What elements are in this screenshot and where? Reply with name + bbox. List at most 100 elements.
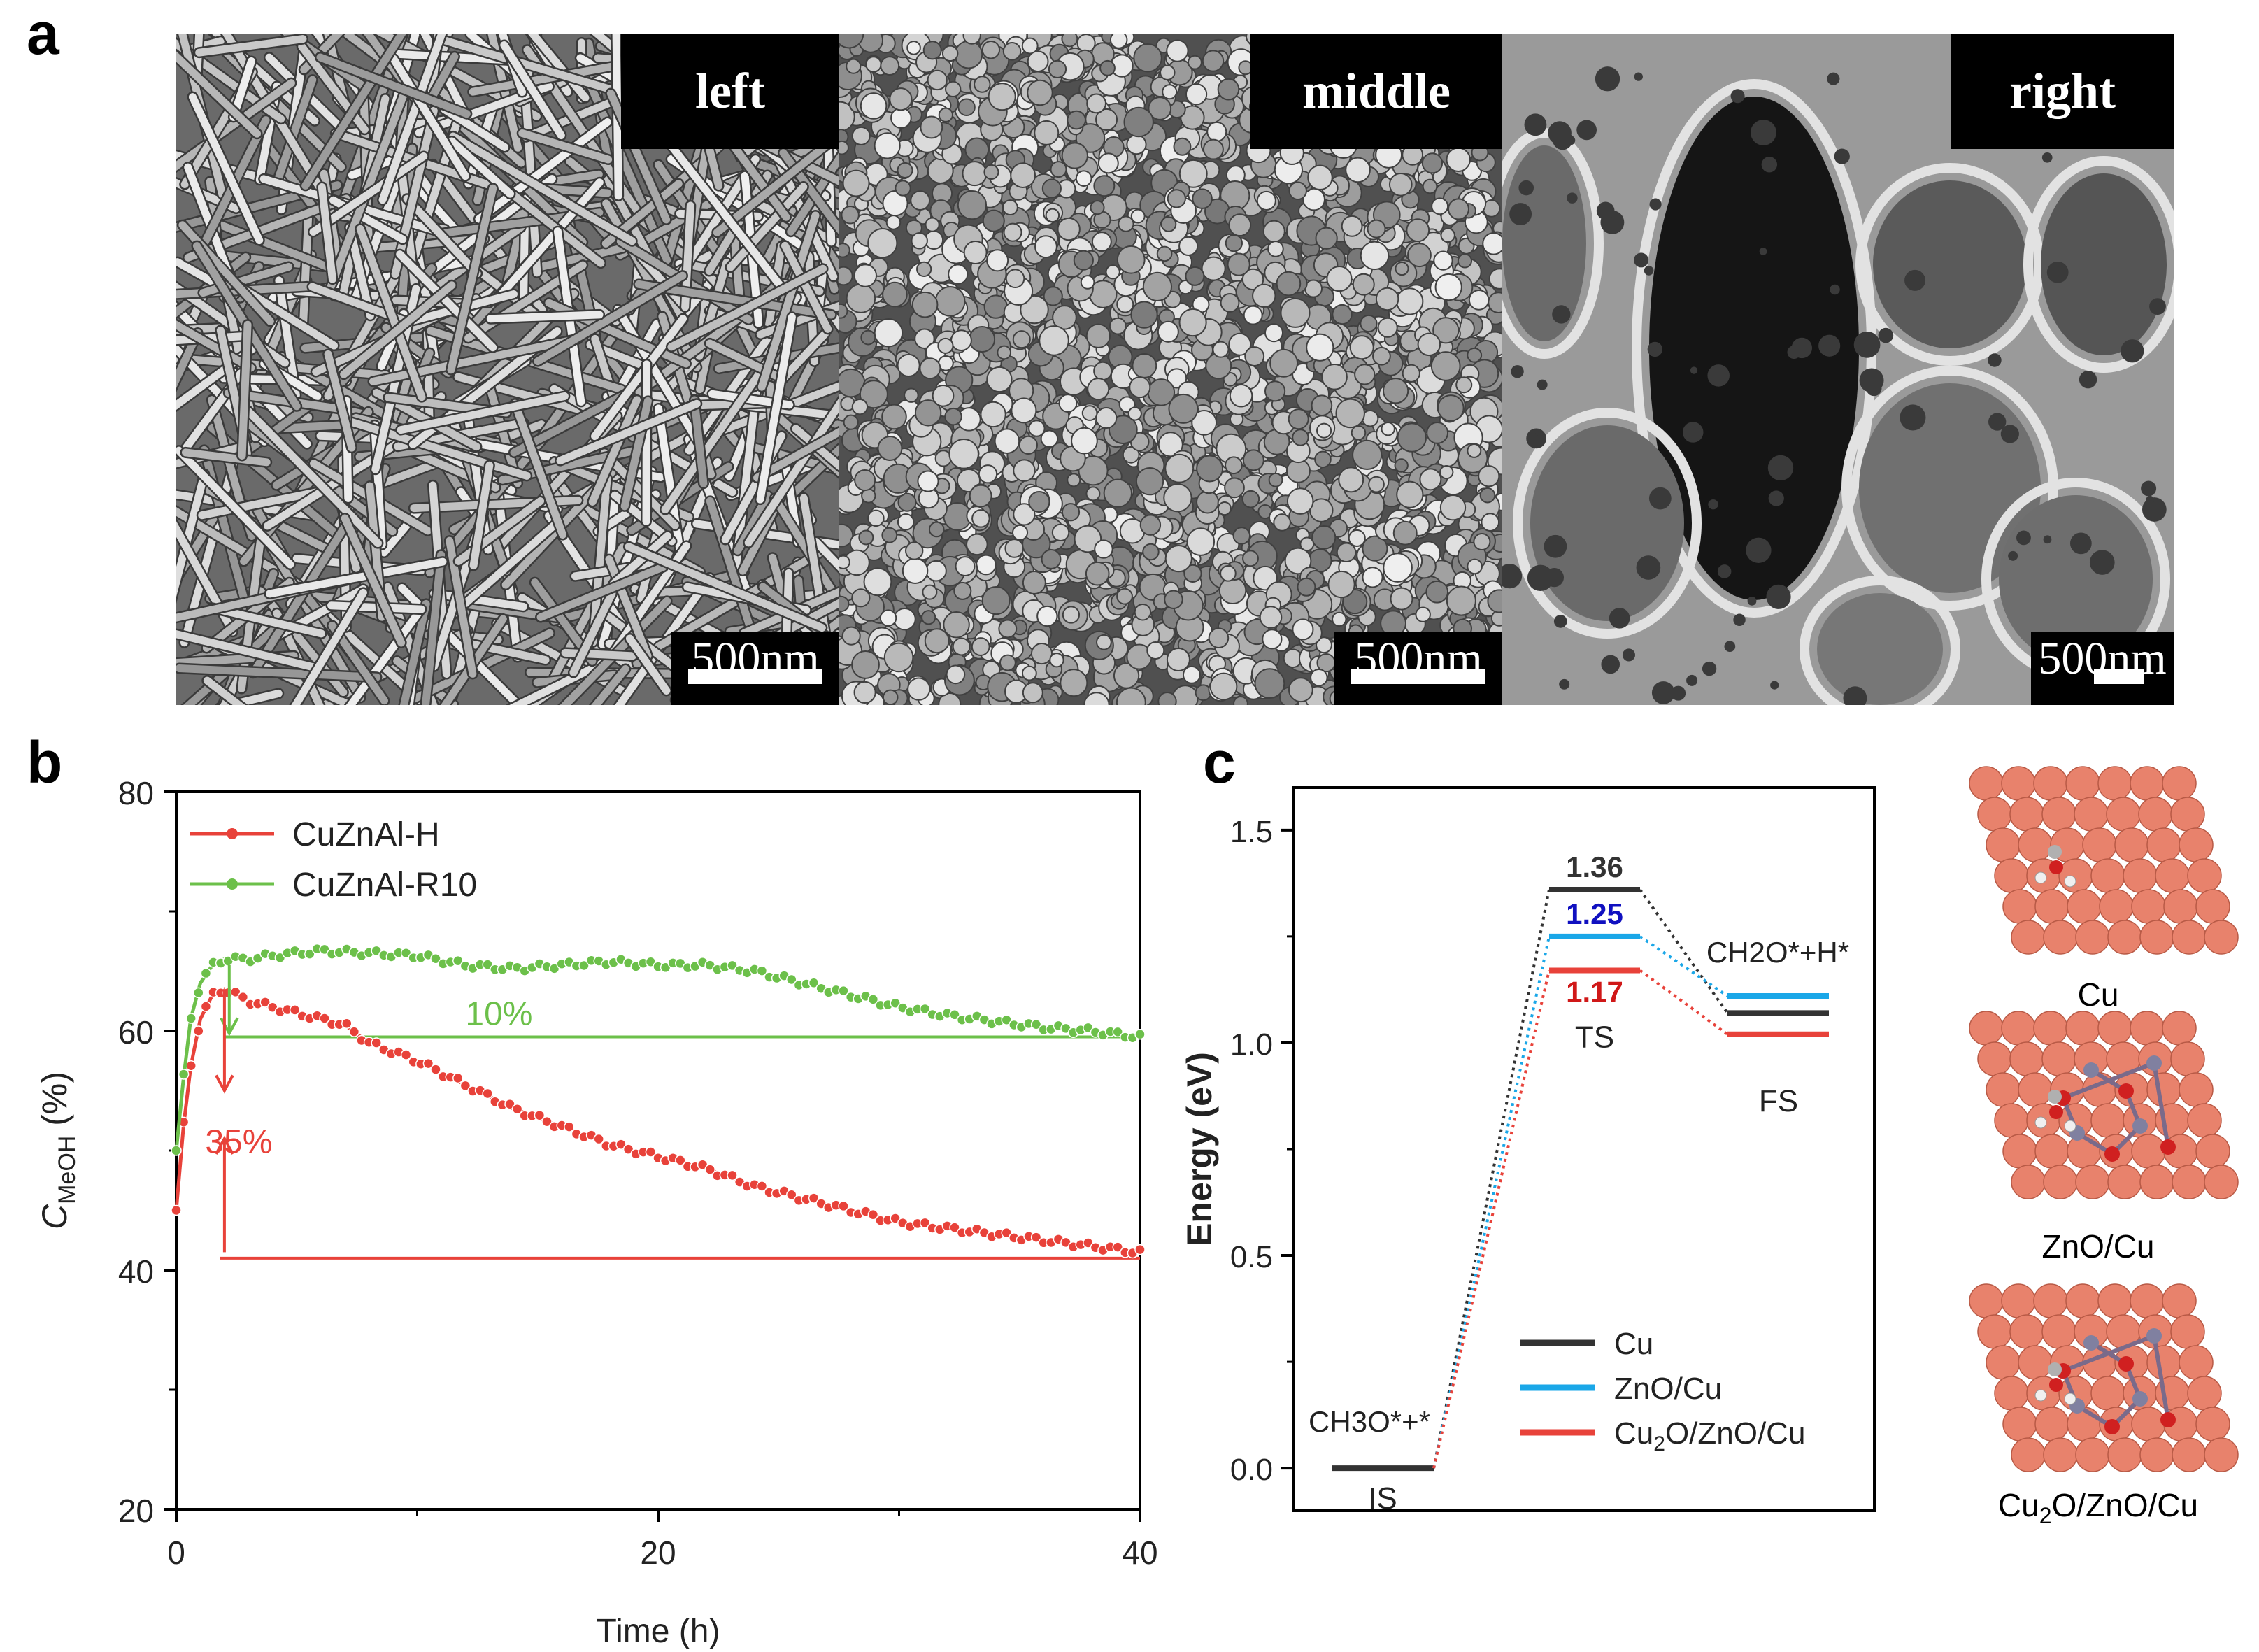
- series-point: [1134, 1244, 1146, 1255]
- nanorod: [637, 253, 687, 309]
- nanorod: [203, 676, 245, 705]
- nanoparticle: [904, 387, 919, 403]
- nanoparticle: [895, 180, 911, 197]
- small-pore: [1634, 72, 1643, 81]
- sem-label-right: right: [1951, 34, 2174, 149]
- nanoparticle: [1256, 190, 1276, 211]
- cu-atom: [2002, 1134, 2037, 1169]
- cu-atom: [2187, 858, 2222, 893]
- nanorod: [667, 264, 827, 351]
- nanorod: [534, 271, 687, 366]
- series-point: [786, 1189, 797, 1201]
- nanoparticle: [1129, 376, 1151, 399]
- nanoparticle: [962, 34, 981, 45]
- nanoparticle: [1315, 227, 1338, 250]
- nanoparticle: [1288, 677, 1313, 703]
- nanoparticle: [1173, 137, 1192, 156]
- nanoparticle: [963, 241, 988, 264]
- cu-atom: [2162, 1011, 2197, 1046]
- nanoparticle: [851, 588, 871, 608]
- nanoparticle: [910, 190, 931, 211]
- small-pore: [1690, 366, 1698, 374]
- hydrogen-atom: [2064, 1120, 2076, 1132]
- pore: [1817, 593, 1943, 705]
- nanoparticle: [846, 58, 862, 74]
- small-pore: [1651, 681, 1675, 704]
- y-axis-label: CMeOH (%): [35, 1071, 80, 1230]
- nanoparticle: [1375, 287, 1399, 311]
- nanoparticle: [1040, 429, 1059, 448]
- nanoparticle: [1002, 199, 1018, 215]
- nanoparticle: [1354, 364, 1376, 385]
- cu-atom: [1994, 858, 2029, 893]
- series-point: [400, 947, 412, 959]
- nanorod: [655, 404, 685, 560]
- nanoparticle: [1220, 565, 1237, 582]
- nanoparticle: [1188, 55, 1202, 70]
- nanorod: [492, 178, 604, 304]
- nanoparticle: [1446, 147, 1471, 172]
- cu-atom: [2155, 858, 2190, 893]
- pore-rim: [1855, 163, 2044, 366]
- connector-is-ts: [1432, 970, 1551, 1469]
- nanoparticle: [1440, 227, 1455, 243]
- small-pore: [1601, 655, 1620, 674]
- cu-atom: [2090, 1376, 2125, 1411]
- small-pore: [1904, 269, 1926, 291]
- annotation-35-percent: 35%: [205, 1123, 272, 1160]
- cu-atom: [2065, 766, 2100, 801]
- nanorod: [340, 281, 456, 378]
- cu-atom: [2033, 766, 2068, 801]
- nanorod: [625, 634, 671, 695]
- nanoparticle: [1018, 435, 1038, 455]
- series-point: [808, 1192, 820, 1204]
- nanoparticle: [941, 45, 959, 62]
- model-cu2o-zno-cu-image: [1969, 1283, 2239, 1472]
- cu-atom: [2195, 1134, 2230, 1169]
- cu-atom: [2082, 827, 2117, 862]
- hydrogen-atom: [2064, 1393, 2076, 1405]
- nanorod: [181, 448, 271, 467]
- nanoparticle: [897, 162, 913, 178]
- nanoparticle: [1034, 120, 1060, 145]
- nanoparticle: [1321, 364, 1348, 390]
- nanoparticle: [1166, 647, 1190, 672]
- nanoparticle: [854, 469, 876, 492]
- cu-atom: [2172, 1437, 2207, 1472]
- state-label-fs: FS: [1759, 1084, 1798, 1118]
- nanoparticle: [1091, 232, 1112, 252]
- cu-atom: [2170, 797, 2205, 832]
- red-arrow-up-head: [215, 1135, 234, 1155]
- cu-atom: [2195, 889, 2230, 924]
- small-pore: [1708, 499, 1718, 510]
- series-point: [504, 1098, 515, 1110]
- nanoparticle: [1075, 170, 1092, 187]
- small-pore: [1759, 248, 1767, 255]
- nanorod: [391, 106, 438, 278]
- small-pore: [2046, 261, 2069, 283]
- nanoparticle: [1397, 422, 1427, 453]
- nanoparticle: [1430, 351, 1461, 381]
- cu-atom: [2018, 1072, 2053, 1107]
- small-pore: [1648, 487, 1672, 510]
- nanoparticle: [1417, 332, 1441, 357]
- nanorod: [734, 492, 772, 555]
- small-pore: [1827, 72, 1840, 85]
- nanoparticle: [897, 513, 915, 531]
- nanoparticle: [945, 80, 962, 98]
- nanoparticle: [1244, 346, 1265, 366]
- nanoparticle: [865, 56, 882, 73]
- cu-atom: [1969, 1283, 2004, 1318]
- y-tick-label: 1.0: [1230, 1027, 1273, 1062]
- small-pore: [1859, 368, 1884, 393]
- nanoparticle: [1168, 393, 1199, 424]
- nanoparticle: [1090, 200, 1105, 215]
- x-tick-label: 40: [1122, 1534, 1157, 1571]
- hydrogen-atom: [2034, 1116, 2047, 1129]
- nanoparticle: [1162, 84, 1178, 100]
- nanoparticle: [1314, 450, 1332, 469]
- bond: [2152, 1062, 2170, 1148]
- nanorod: [390, 55, 469, 180]
- small-pore: [1834, 148, 1850, 164]
- nanorod: [176, 664, 381, 681]
